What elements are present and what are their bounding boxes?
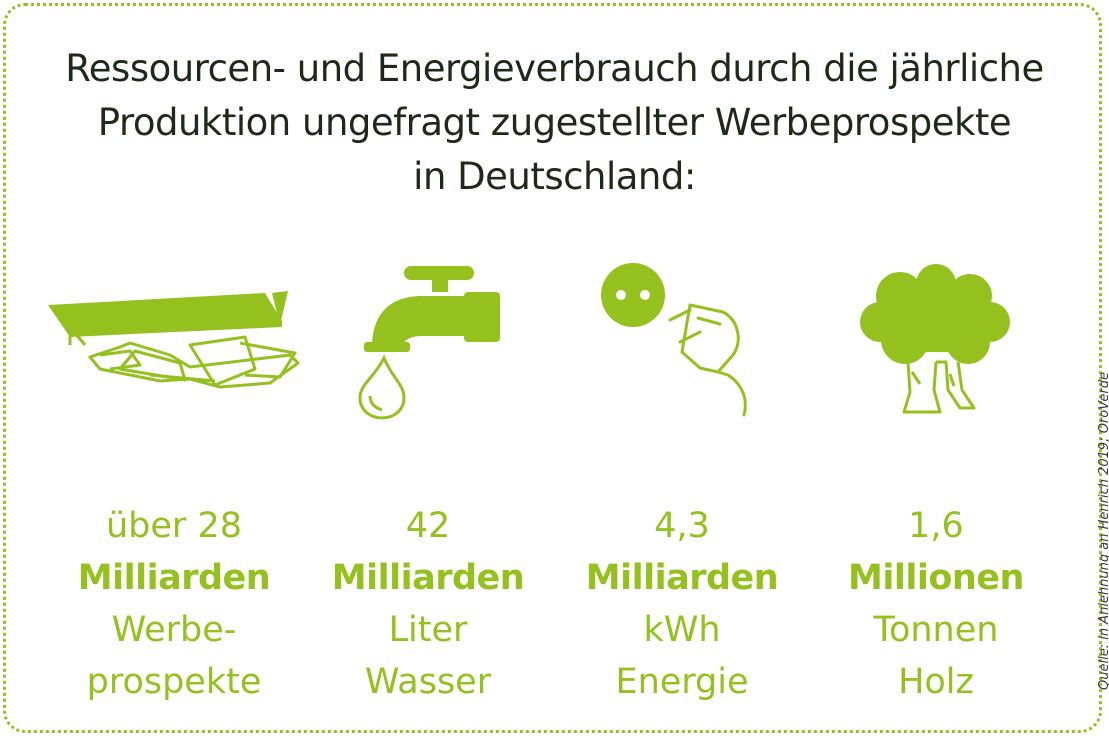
stat-label-line-1: Tonnen (873, 610, 999, 650)
title-line-3: in Deutschland: (413, 155, 696, 198)
infographic-title: Ressourcen- und Energieverbrauch durch d… (0, 42, 1109, 204)
stat-holz: 1,6 Millionen Tonnen Holz (806, 500, 1066, 708)
stat-label-line-1: Liter (388, 610, 468, 650)
title-line-2: Produktion ungefragt zugestellter Werbep… (97, 101, 1012, 144)
stat-value: 1,6 (908, 506, 964, 546)
stat-label-line-2: prospekte (86, 662, 262, 702)
stat-unit: Milliarden (331, 558, 525, 598)
stat-label-line-1: kWh (643, 610, 721, 650)
stat-label-line-1: Werbe- (111, 610, 237, 650)
stat-label-line-2: Energie (615, 662, 749, 702)
stat-label-line-2: Wasser (364, 662, 492, 702)
stat-label-line-2: Holz (898, 662, 974, 702)
stat-value: über 28 (106, 506, 242, 546)
infographic-frame (3, 3, 1102, 733)
source-note: Quelle: in Anlehnung an Henrich 2019; Or… (1097, 372, 1109, 690)
water-tap-icon (358, 266, 500, 420)
power-plug-icon (601, 263, 747, 417)
stat-wasser: 42 Milliarden Liter Wasser (298, 500, 558, 708)
stat-value: 42 (405, 506, 451, 546)
mailbox-brochures-icon (48, 291, 300, 389)
stat-unit: Milliarden (77, 558, 271, 598)
stat-energie: 4,3 Milliarden kWh Energie (552, 500, 812, 708)
tree-icon (860, 264, 1010, 414)
stat-prospekte: über 28 Milliarden Werbe- prospekte (44, 500, 304, 708)
title-line-1: Ressourcen- und Energieverbrauch durch d… (65, 47, 1044, 90)
stat-unit: Milliarden (585, 558, 779, 598)
stat-unit: Millionen (848, 558, 1024, 598)
stat-value: 4,3 (654, 506, 710, 546)
